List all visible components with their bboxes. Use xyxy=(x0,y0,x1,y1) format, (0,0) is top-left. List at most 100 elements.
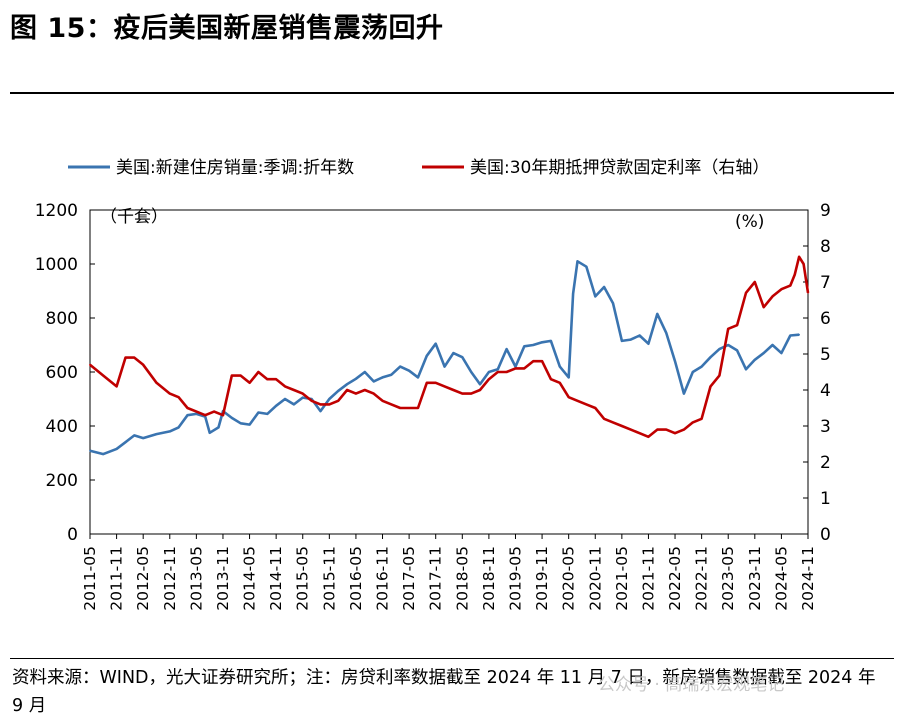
series-2-point xyxy=(346,389,348,391)
left-tick-label: 1200 xyxy=(35,201,78,221)
series-2-point xyxy=(736,324,738,327)
x-tick-label: 2016-11 xyxy=(374,546,392,611)
series-2-point xyxy=(328,403,331,406)
right-tick-label: 0 xyxy=(820,525,831,545)
series-2-point xyxy=(248,381,251,384)
x-tick-label: 2013-11 xyxy=(214,546,232,611)
series-2-point xyxy=(762,306,765,309)
right-tick-label: 5 xyxy=(820,345,831,365)
series-2-point xyxy=(355,392,357,395)
series-2-point xyxy=(558,381,561,384)
series-2-point xyxy=(665,428,668,431)
series-1-point xyxy=(727,344,730,346)
series-2-point xyxy=(284,385,286,388)
series-2-point xyxy=(745,291,747,294)
series-2-point xyxy=(115,385,118,388)
series-2-point xyxy=(222,414,224,417)
series-1-point xyxy=(629,338,632,341)
x-tick-label: 2011-11 xyxy=(108,546,126,611)
series-2-point xyxy=(700,417,703,420)
series-1-point xyxy=(89,449,91,452)
right-tick-label: 2 xyxy=(820,453,831,473)
series-1-point xyxy=(390,373,393,376)
x-tick-label: 2020-05 xyxy=(560,546,578,611)
x-tick-label: 2022-11 xyxy=(693,546,711,611)
x-tick-label: 2017-11 xyxy=(427,546,445,611)
series-2-point xyxy=(576,399,579,402)
series-1-point xyxy=(257,411,260,414)
series-1-point xyxy=(656,313,659,315)
series-2-point xyxy=(186,407,189,409)
series-1-point xyxy=(337,390,340,392)
series-2-point xyxy=(656,428,659,431)
series-1-point xyxy=(452,352,455,354)
left-tick-label: 200 xyxy=(46,471,78,491)
watermark: 公众号 · 高瑞东宏观笔记 xyxy=(598,675,785,695)
series-2-point xyxy=(168,392,171,395)
x-tick-label: 2023-05 xyxy=(719,546,737,611)
right-tick-label: 6 xyxy=(820,309,831,329)
series-2-point xyxy=(709,385,712,388)
x-tick-label: 2022-05 xyxy=(666,546,684,611)
series-1-point xyxy=(284,398,286,400)
series-2-point xyxy=(541,360,543,363)
source-note: 资料来源：WIND，光大证券研究所；注：房贷利率数据截至 2024 年 11 月… xyxy=(12,668,876,716)
series-1-point xyxy=(745,368,747,371)
series-1-point xyxy=(275,404,277,407)
series-2-point xyxy=(514,367,517,370)
series-2-point xyxy=(807,291,809,294)
series-2-point xyxy=(310,399,313,402)
series-2-point xyxy=(89,363,91,366)
series-2-point xyxy=(133,356,136,359)
series-1-point xyxy=(208,431,211,434)
legend-label-series-2: 美国:30年期抵押贷款固定利率（右轴） xyxy=(470,158,769,178)
series-2-point xyxy=(603,417,605,420)
right-axis-ticks: 0 1 2 3 4 5 6 7 8 9 xyxy=(803,201,831,545)
x-tick-label: 2024-05 xyxy=(772,546,790,611)
series-2-point xyxy=(780,288,783,291)
x-tick-label: 2019-05 xyxy=(506,546,524,611)
series-1-point xyxy=(186,414,189,417)
series-2-point xyxy=(479,389,481,391)
series-2-point xyxy=(390,403,393,406)
x-axis-ticks: 2011-05 2011-11 2012-05 2012-11 2013-05 2013-… xyxy=(81,534,817,611)
series-2-point xyxy=(142,363,145,366)
series-1-point xyxy=(102,453,105,455)
x-tick-label: 2018-11 xyxy=(480,546,498,611)
series-2-point xyxy=(567,396,570,399)
series-1-point xyxy=(585,265,588,268)
x-tick-label: 2024-11 xyxy=(799,546,817,611)
series-1-point xyxy=(558,365,561,368)
legend: 美国:新建住房销量:季调:折年数 美国:30年期抵押贷款固定利率（右轴） xyxy=(68,158,769,178)
chart: 美国:新建住房销量:季调:折年数 美国:30年期抵押贷款固定利率（右轴） （千套… xyxy=(35,158,831,611)
series-2-point xyxy=(461,392,464,395)
series-2-point xyxy=(771,295,774,298)
series-1-point xyxy=(674,360,676,363)
series-2-point xyxy=(257,371,260,373)
series-2-point xyxy=(802,263,805,265)
series-1-point xyxy=(425,354,428,357)
series-1-point xyxy=(124,441,127,444)
footer-divider xyxy=(10,658,894,659)
series-2-point xyxy=(612,421,614,424)
x-tick-label: 2017-05 xyxy=(400,546,418,611)
x-tick-label: 2018-05 xyxy=(453,546,471,611)
series-2-point xyxy=(550,378,552,381)
series-1-point xyxy=(753,358,756,361)
series-2-point xyxy=(177,396,180,399)
series-1-point xyxy=(248,423,251,426)
x-tick-label: 2012-11 xyxy=(161,546,179,611)
series-2-point xyxy=(638,432,641,435)
series-1-point xyxy=(434,342,437,345)
series-1-point xyxy=(479,383,481,386)
series-1-point xyxy=(541,341,543,344)
right-axis-unit-label: (%) xyxy=(735,212,764,232)
series-2-point xyxy=(674,432,676,435)
series-2-point xyxy=(683,428,685,431)
series-1-point xyxy=(523,345,526,348)
x-tick-label: 2016-05 xyxy=(347,546,365,611)
series-1-point xyxy=(709,356,712,359)
right-tick-label: 1 xyxy=(820,489,831,509)
series-1-point xyxy=(443,365,446,368)
series-1-point xyxy=(691,371,694,373)
